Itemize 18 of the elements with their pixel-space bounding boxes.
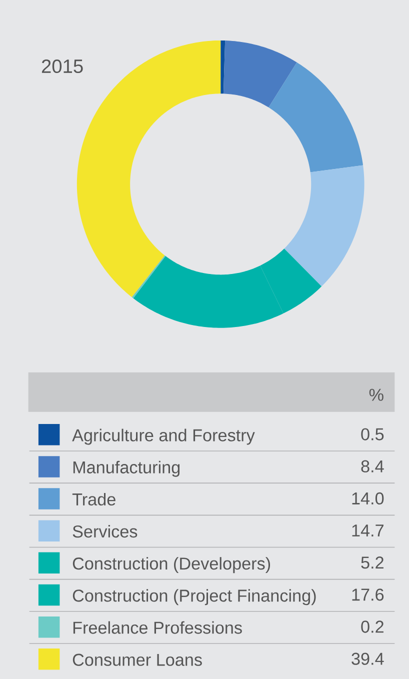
legend-label: Consumer Loans — [73, 654, 202, 666]
data-label: 8.4 — [361, 460, 384, 472]
data-label: 5.2 — [361, 556, 384, 569]
legend-label: Manufacturing — [74, 460, 180, 477]
data-label: 14.0 — [352, 492, 384, 505]
text: 2015 — [42, 59, 83, 74]
data-label: 0.2 — [361, 620, 384, 633]
legend-title: % — [369, 388, 384, 401]
legend-label: Construction (Developers) — [73, 557, 270, 574]
data-label: 39.4 — [352, 652, 384, 665]
data-label: 17.6 — [352, 588, 384, 601]
data-label: 0.5 — [361, 428, 384, 440]
legend-label: Construction (Project Financing) — [73, 589, 316, 606]
legend-label: Freelance Professions — [74, 621, 242, 634]
data-label: 14.7 — [352, 524, 384, 536]
legend-label: Agriculture and Forestry — [72, 428, 255, 445]
legend-label: Trade — [72, 492, 116, 506]
legend-label: Services — [72, 525, 138, 538]
